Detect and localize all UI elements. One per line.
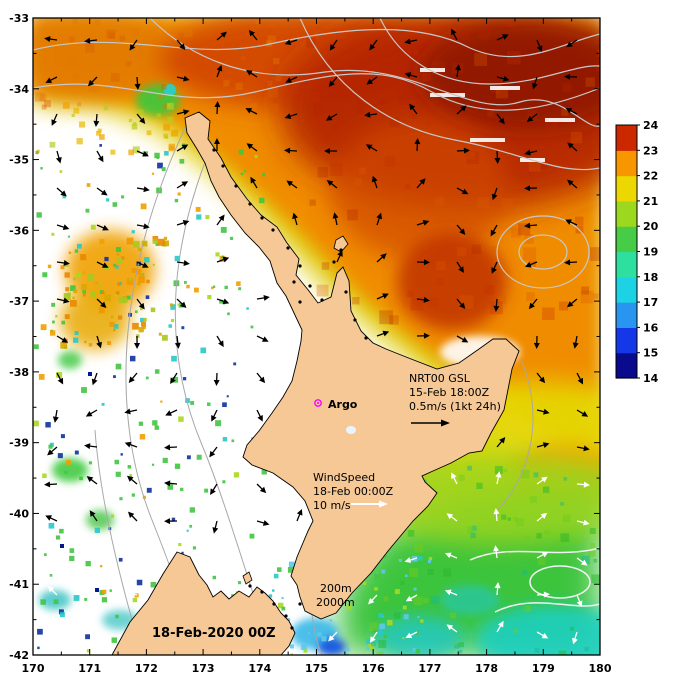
y-tick-label: -40 <box>9 507 29 520</box>
x-tick-label: 176 <box>362 662 385 675</box>
x-tick-label: 171 <box>78 662 101 675</box>
depth-contour-label-2000m: 2000m <box>316 596 355 609</box>
colorbar-band <box>616 226 637 253</box>
wind-arrows <box>44 28 590 645</box>
colorbar-band <box>616 276 637 303</box>
x-tick-label: 178 <box>475 662 498 675</box>
land-north-island <box>111 111 520 655</box>
colorbar-band <box>616 327 637 354</box>
windspeed-title: WindSpeed <box>313 471 375 484</box>
y-tick-label: -38 <box>9 366 29 379</box>
y-tick-label: -33 <box>9 12 29 25</box>
x-tick-label: 177 <box>418 662 441 675</box>
depth-contour-label-200m: 200m <box>320 582 352 595</box>
nrt-gsl-scale-arrow-icon <box>411 419 450 427</box>
x-tick-label: 175 <box>305 662 328 675</box>
colorbar-band <box>616 175 637 202</box>
y-tick-label: -34 <box>9 83 29 96</box>
x-tick-label: 180 <box>589 662 612 675</box>
colorbar-tick-label: 14 <box>643 372 659 385</box>
nrt-gsl-scale: 0.5m/s (1kt 24h) <box>409 400 501 413</box>
axes: 170 171 172 173 174 175 176 177 178 179 180 -33 -34 -… <box>9 12 612 675</box>
colorbar-band <box>616 302 637 328</box>
map-datestamp: 18-Feb-2020 00Z <box>152 626 276 641</box>
colorbar-tick-label: 22 <box>643 170 658 183</box>
colorbar-tick-label: 16 <box>643 321 659 334</box>
colorbar-band <box>616 251 637 278</box>
data-speckles <box>33 18 600 655</box>
colorbar-tick-label: 23 <box>643 144 658 157</box>
colorbar-band <box>616 125 637 151</box>
y-tick-label: -42 <box>9 649 29 662</box>
colorbar-band <box>616 200 637 227</box>
sst-field <box>33 18 600 655</box>
y-tick-label: -37 <box>9 295 29 308</box>
colorbar-tick-label: 19 <box>643 246 658 259</box>
colorbar: 24 23 22 21 20 19 18 17 16 15 14 <box>615 119 659 385</box>
colorbar-tick-label: 15 <box>643 347 658 360</box>
y-tick-label: -35 <box>9 154 29 167</box>
map-annotations: Argo NRT00 GSL 15-Feb 18:00Z 0.5m/s (1kt… <box>152 372 501 641</box>
colorbar-tick-label: 17 <box>643 296 658 309</box>
y-tick-label: -41 <box>9 578 29 591</box>
x-tick-label: 173 <box>192 662 215 675</box>
x-tick-label: 172 <box>135 662 158 675</box>
y-tick-label: -36 <box>9 224 29 237</box>
argo-marker-icon <box>314 399 322 407</box>
windspeed-time: 18-Feb 00:00Z <box>313 485 394 498</box>
colorbar-tick-label: 18 <box>643 271 658 284</box>
y-tick-label: -39 <box>9 437 29 450</box>
x-tick-label: 174 <box>248 662 271 675</box>
colorbar-tick-label: 21 <box>643 195 658 208</box>
x-tick-label: 170 <box>22 662 45 675</box>
gsl-contours <box>33 18 600 613</box>
colorbar-band <box>616 352 637 379</box>
colorbar-band <box>616 150 637 177</box>
windspeed-scale-arrow-icon <box>351 500 388 508</box>
colorbar-tick-label: 24 <box>643 119 659 132</box>
windspeed-scale: 10 m/s <box>313 499 351 512</box>
nrt-gsl-time: 15-Feb 18:00Z <box>409 386 490 399</box>
argo-label: Argo <box>328 398 358 411</box>
nrt-gsl-title: NRT00 GSL <box>409 372 471 385</box>
colorbar-tick-label: 20 <box>643 220 659 233</box>
x-tick-label: 179 <box>532 662 555 675</box>
